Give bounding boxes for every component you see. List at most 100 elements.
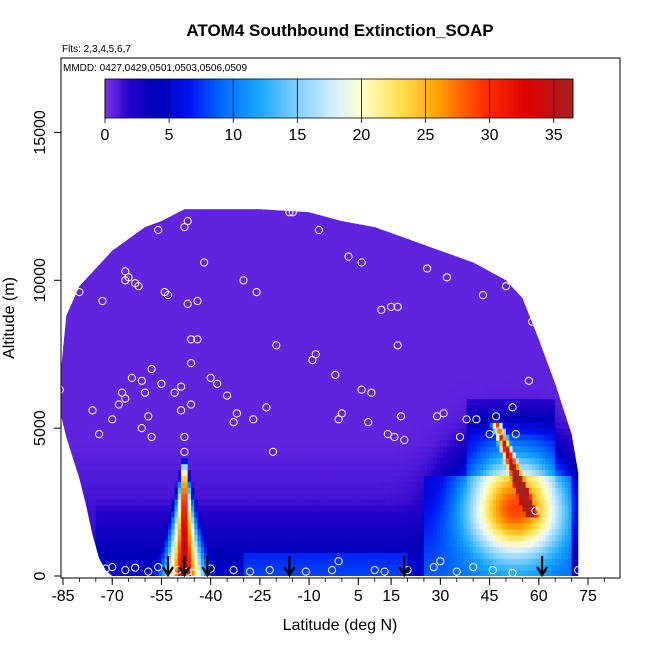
heatmap-cell — [194, 510, 199, 518]
heatmap-cell — [266, 386, 271, 394]
heatmap-cell — [266, 221, 271, 228]
heatmap-cell — [168, 198, 172, 205]
heatmap-cell — [61, 410, 64, 417]
heatmap-cell — [227, 215, 231, 222]
heatmap-cell — [191, 546, 195, 553]
heatmap-cell — [273, 487, 277, 494]
heatmap-cell — [256, 298, 261, 305]
heatmap-cell — [236, 558, 241, 565]
heatmap-cell — [69, 516, 74, 524]
heatmap-cell — [181, 522, 185, 530]
heatmap-cell — [250, 410, 254, 417]
heatmap-cell — [220, 422, 225, 429]
heatmap-cell — [204, 534, 208, 542]
heatmap-cell — [76, 404, 80, 411]
heatmap-cell — [102, 457, 107, 465]
heatmap-cell — [108, 357, 113, 364]
heatmap-cell — [131, 534, 136, 542]
heatmap-cell — [292, 386, 297, 394]
heatmap-cell — [131, 499, 136, 506]
heatmap-cell — [217, 363, 222, 370]
heatmap-cell — [177, 422, 182, 429]
heatmap-cell — [86, 333, 90, 340]
heatmap-cell — [56, 381, 60, 388]
heatmap-cell — [135, 570, 140, 577]
heatmap-cell — [151, 463, 156, 471]
heatmap-cell — [220, 363, 225, 370]
heatmap-cell — [279, 221, 284, 228]
heatmap-cell — [108, 351, 113, 358]
heatmap-cell — [289, 558, 294, 565]
heatmap-cell — [207, 451, 212, 459]
heatmap-cell — [56, 316, 60, 323]
heatmap-cell — [66, 215, 71, 222]
heatmap-cell — [210, 475, 215, 482]
heatmap-cell — [223, 309, 228, 317]
heatmap-cell — [79, 546, 84, 553]
heatmap-cell — [92, 250, 97, 258]
heatmap-cell — [266, 233, 271, 240]
heatmap-cell — [177, 487, 182, 494]
heatmap-cell — [128, 327, 133, 335]
heatmap-cell — [292, 256, 297, 264]
heatmap-cell — [122, 345, 126, 352]
heatmap-cell — [256, 345, 261, 352]
heatmap-cell — [256, 386, 261, 394]
heatmap-cell — [217, 333, 222, 340]
heatmap-cell — [256, 445, 261, 453]
heatmap-cell — [161, 410, 166, 417]
heatmap-cell — [236, 469, 241, 476]
heatmap-cell — [200, 540, 205, 547]
heatmap-cell — [145, 546, 149, 553]
heatmap-cell — [118, 451, 123, 459]
heatmap-cell — [292, 416, 297, 423]
heatmap-cell — [66, 552, 71, 559]
heatmap-cell — [92, 422, 97, 429]
heatmap-cell — [282, 546, 287, 553]
heatmap-cell — [296, 256, 300, 264]
heatmap-cell — [207, 505, 212, 512]
heatmap-cell — [194, 262, 199, 269]
heatmap-cell — [213, 286, 218, 293]
heatmap-cell — [269, 357, 274, 364]
heatmap-cell — [253, 528, 258, 536]
heatmap-cell — [141, 386, 146, 394]
heatmap-cell — [273, 440, 277, 447]
heatmap-cell — [246, 268, 251, 275]
heatmap-cell — [66, 380, 71, 388]
heatmap-cell — [259, 416, 264, 423]
heatmap-cell — [302, 481, 307, 488]
heatmap-cell — [76, 268, 80, 275]
heatmap-cell — [227, 292, 231, 299]
heatmap-cell — [253, 499, 258, 506]
heatmap-cell — [213, 209, 218, 210]
heatmap-cell — [82, 540, 87, 547]
heatmap-cell — [256, 280, 261, 287]
heatmap-cell — [217, 198, 221, 205]
heatmap-cell — [276, 440, 281, 447]
heatmap-cell — [72, 227, 77, 234]
heatmap-cell — [83, 198, 87, 205]
heatmap-cell — [66, 540, 71, 547]
heatmap-cell — [56, 517, 60, 524]
heatmap-cell — [135, 445, 140, 453]
heatmap-cell — [76, 457, 80, 465]
heatmap-cell — [263, 298, 268, 305]
heatmap-cell — [174, 516, 179, 524]
heatmap-cell — [171, 363, 176, 370]
heatmap-cell — [207, 286, 212, 293]
heatmap-cell — [279, 499, 284, 506]
heatmap-cell — [292, 274, 297, 281]
heatmap-cell — [76, 534, 80, 542]
heatmap-cell — [292, 534, 297, 542]
heatmap-cell — [200, 345, 205, 352]
heatmap-cell — [79, 351, 84, 358]
heatmap-cell — [246, 522, 251, 530]
heatmap-cell — [286, 499, 290, 506]
heatmap-cell — [79, 345, 84, 352]
heatmap-cell — [135, 380, 140, 388]
heatmap-cell — [164, 416, 169, 423]
heatmap-cell — [236, 315, 241, 323]
heatmap-cell — [125, 315, 130, 323]
heatmap-cell — [210, 410, 215, 417]
